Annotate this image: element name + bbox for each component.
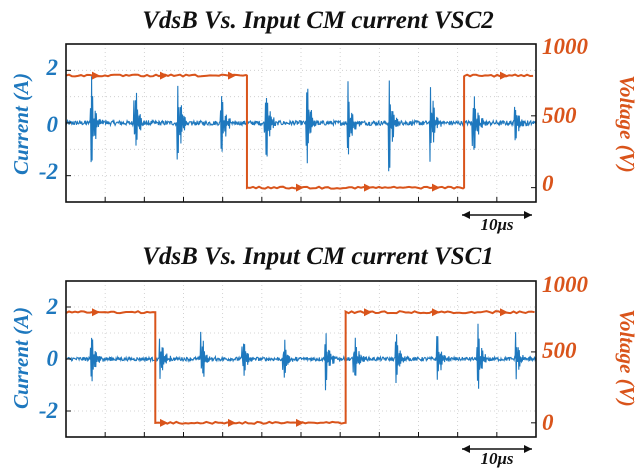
- panel-2-title: VdsB Vs. Input CM current VSC1: [142, 243, 494, 270]
- panel-1-voltage-marker: [92, 71, 100, 80]
- panel-2-scale-bar-right-arrow: [524, 445, 532, 453]
- panel-1-left-tick-3: -2: [39, 159, 58, 184]
- panel-1-right-axis-label: Voltage (V): [615, 75, 635, 172]
- panel-2-voltage-marker: [364, 308, 372, 317]
- panel-1-right-tick-1: 1000: [542, 34, 589, 59]
- panel-2-scale-bar: 10μs: [462, 445, 532, 468]
- panel-1-traces: [65, 71, 537, 192]
- panel-2-voltage-marker: [432, 308, 440, 317]
- panel-1-ticks: [66, 43, 536, 202]
- panel-2-current-trace: [65, 323, 537, 391]
- panel-2-right-axis-label: Voltage (V): [615, 309, 635, 406]
- panel-1: VdsB Vs. Input CM current VSC2 2 0 -2 10…: [9, 7, 635, 234]
- panel-2: VdsB Vs. Input CM current VSC1 2 0 -2 10…: [9, 243, 635, 468]
- panel-1-left-tick-1: 2: [46, 55, 59, 80]
- panel-1-voltage-marker: [364, 183, 372, 192]
- panel-1-current-trace: [65, 76, 537, 172]
- panel-2-right-tick-3: 0: [542, 410, 554, 435]
- panel-2-voltage-marker: [92, 308, 100, 317]
- panel-2-left-tick-2: 0: [47, 346, 59, 371]
- panel-2-traces: [65, 308, 537, 427]
- panel-2-voltage-trace: [65, 309, 535, 425]
- panel-1-left-tick-2: 0: [47, 112, 59, 137]
- panel-2-voltage-marker: [160, 418, 168, 427]
- panel-1-voltage-marker: [296, 183, 304, 192]
- panel-2-left-tick-1: 2: [46, 294, 59, 319]
- panel-2-left-axis-label: Current (A): [9, 307, 33, 409]
- panel-1-scale-bar: 10μs: [462, 211, 532, 234]
- panel-2-voltage-marker: [500, 308, 508, 317]
- panel-1-voltage-marker: [160, 71, 168, 80]
- panel-1-scale-bar-label: 10μs: [480, 215, 513, 234]
- panel-1-right-tick-2: 500: [542, 103, 577, 128]
- panel-2-left-tick-3: -2: [39, 398, 58, 423]
- panel-2-right-tick-1: 1000: [542, 272, 589, 297]
- panel-1-scale-bar-left-arrow: [462, 211, 470, 219]
- panel-2-voltage-marker: [228, 418, 236, 427]
- panel-1-voltage-marker: [228, 71, 236, 80]
- panel-1-right-tick-3: 0: [542, 171, 554, 196]
- panel-2-right-tick-2: 500: [542, 338, 577, 363]
- panel-1-title: VdsB Vs. Input CM current VSC2: [142, 7, 494, 34]
- panel-1-left-axis-label: Current (A): [9, 73, 33, 175]
- panel-1-voltage-marker: [500, 71, 508, 80]
- panel-2-ticks: [66, 280, 536, 437]
- panel-2-scale-bar-left-arrow: [462, 445, 470, 453]
- panel-1-scale-bar-right-arrow: [524, 211, 532, 219]
- panel-2-scale-bar-label: 10μs: [480, 449, 513, 468]
- panel-2-voltage-marker: [296, 418, 304, 427]
- panel-1-voltage-marker: [432, 183, 440, 192]
